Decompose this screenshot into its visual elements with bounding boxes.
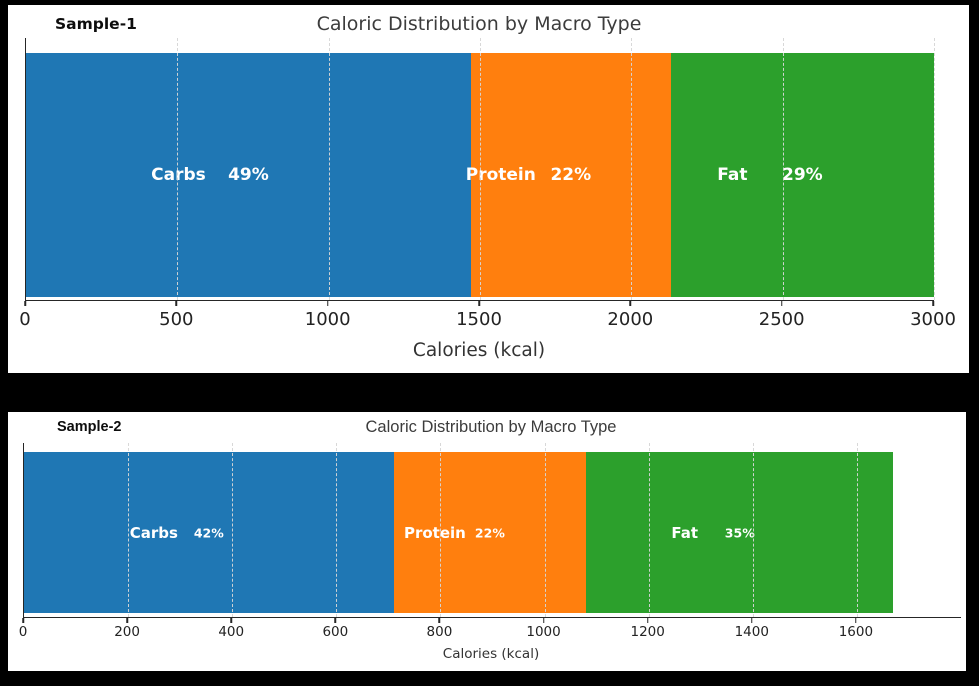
gridline	[934, 38, 935, 300]
x-tick-label: 400	[218, 624, 245, 640]
x-tick-mark	[230, 618, 232, 623]
x-tick-mark	[932, 301, 934, 306]
x-tick-label: 1000	[304, 309, 351, 330]
x-tick-label: 800	[426, 624, 453, 640]
gridline	[328, 38, 330, 300]
x-tick-label: 1500	[456, 309, 502, 330]
x-tick-mark	[126, 618, 128, 623]
x-tick-mark	[22, 618, 24, 623]
bar-segment-fat: Fat 29%	[670, 53, 934, 297]
chart-title: Caloric Distribution by Macro Type	[316, 13, 642, 35]
x-tick-label: 200	[114, 624, 140, 640]
x-tick-mark	[629, 301, 632, 306]
gridline	[128, 443, 130, 617]
bar-segment-fat: Fat 35%	[586, 452, 894, 613]
x-tick-label: 600	[322, 624, 349, 640]
chart-title: Caloric Distribution by Macro Type	[365, 418, 617, 436]
plot-area: Carbs 49% Protein 22% Fat 29%	[25, 38, 935, 301]
x-tick-mark	[175, 301, 178, 306]
chart-panel-sample-1: Sample-1 Caloric Distribution by Macro T…	[8, 5, 969, 373]
x-axis-label: Calories (kcal)	[442, 646, 540, 662]
x-tick-mark	[780, 301, 783, 306]
gridline	[232, 443, 234, 617]
segment-label: Fat	[717, 165, 748, 185]
gridline	[544, 443, 546, 617]
x-axis: 0 500 1000 1500 2000 2500 3000	[19, 301, 956, 361]
x-axis: 0 200 400 600 800 1000 1200 1400 1600	[19, 618, 960, 663]
x-tick-label: 2500	[758, 309, 805, 330]
gridline	[856, 443, 858, 617]
sample-label: Sample-2	[57, 419, 122, 435]
x-axis-label: Calories (kcal)	[412, 340, 546, 361]
x-tick-mark	[855, 618, 857, 623]
stacked-bar: Carbs 42% Protein 22% Fat 35%	[24, 452, 894, 613]
plot-area: Carbs 42% Protein 22% Fat 35%	[23, 443, 961, 618]
x-tick-label: 0	[19, 309, 31, 330]
segment-percent: 22%	[474, 525, 505, 540]
bar-segment-carbs: Carbs 42%	[24, 452, 394, 613]
x-tick-label: 1400	[734, 624, 769, 640]
segment-label: Fat	[671, 523, 699, 542]
x-tick-mark	[542, 618, 545, 623]
segment-percent: 22%	[550, 165, 592, 185]
x-tick-mark	[24, 301, 26, 306]
segment-label: Protein	[403, 523, 466, 542]
x-tick-label: 1200	[630, 624, 665, 640]
segment-percent: 42%	[193, 525, 224, 540]
x-tick-label: 3000	[910, 309, 956, 330]
bar-segment-carbs: Carbs 49%	[26, 53, 471, 297]
gridline	[631, 38, 633, 300]
segment-label: Protein	[465, 165, 536, 185]
x-tick-label: 0	[18, 624, 28, 640]
x-tick-mark	[326, 301, 329, 306]
x-tick-mark	[751, 618, 753, 623]
gridline	[336, 443, 338, 617]
segment-percent: 29%	[781, 165, 823, 185]
bar-segment-protein: Protein 22%	[393, 452, 587, 613]
bar-segment-protein: Protein 22%	[466, 53, 671, 297]
x-tick-label: 2000	[607, 309, 654, 330]
x-tick-mark	[478, 301, 480, 306]
x-tick-label: 1000	[526, 624, 561, 640]
stacked-bar: Carbs 49% Protein 22% Fat 29%	[26, 53, 934, 297]
gridline	[480, 38, 481, 300]
chart-panel-sample-2: Sample-2 Caloric Distribution by Macro T…	[8, 412, 966, 671]
x-tick-mark	[334, 618, 337, 623]
gridline	[440, 443, 442, 617]
x-tick-label: 1600	[838, 624, 874, 640]
x-tick-mark	[646, 618, 649, 623]
x-tick-label: 500	[159, 309, 194, 330]
gridline	[177, 38, 179, 300]
gridline	[648, 443, 650, 617]
segment-label: Carbs	[151, 165, 206, 185]
sample-label: Sample-1	[55, 15, 137, 33]
segment-label: Carbs	[129, 523, 178, 542]
gridline	[752, 443, 754, 617]
x-tick-mark	[438, 618, 441, 623]
segment-percent: 35%	[724, 525, 755, 540]
gridline	[782, 38, 784, 300]
segment-percent: 49%	[228, 165, 269, 185]
